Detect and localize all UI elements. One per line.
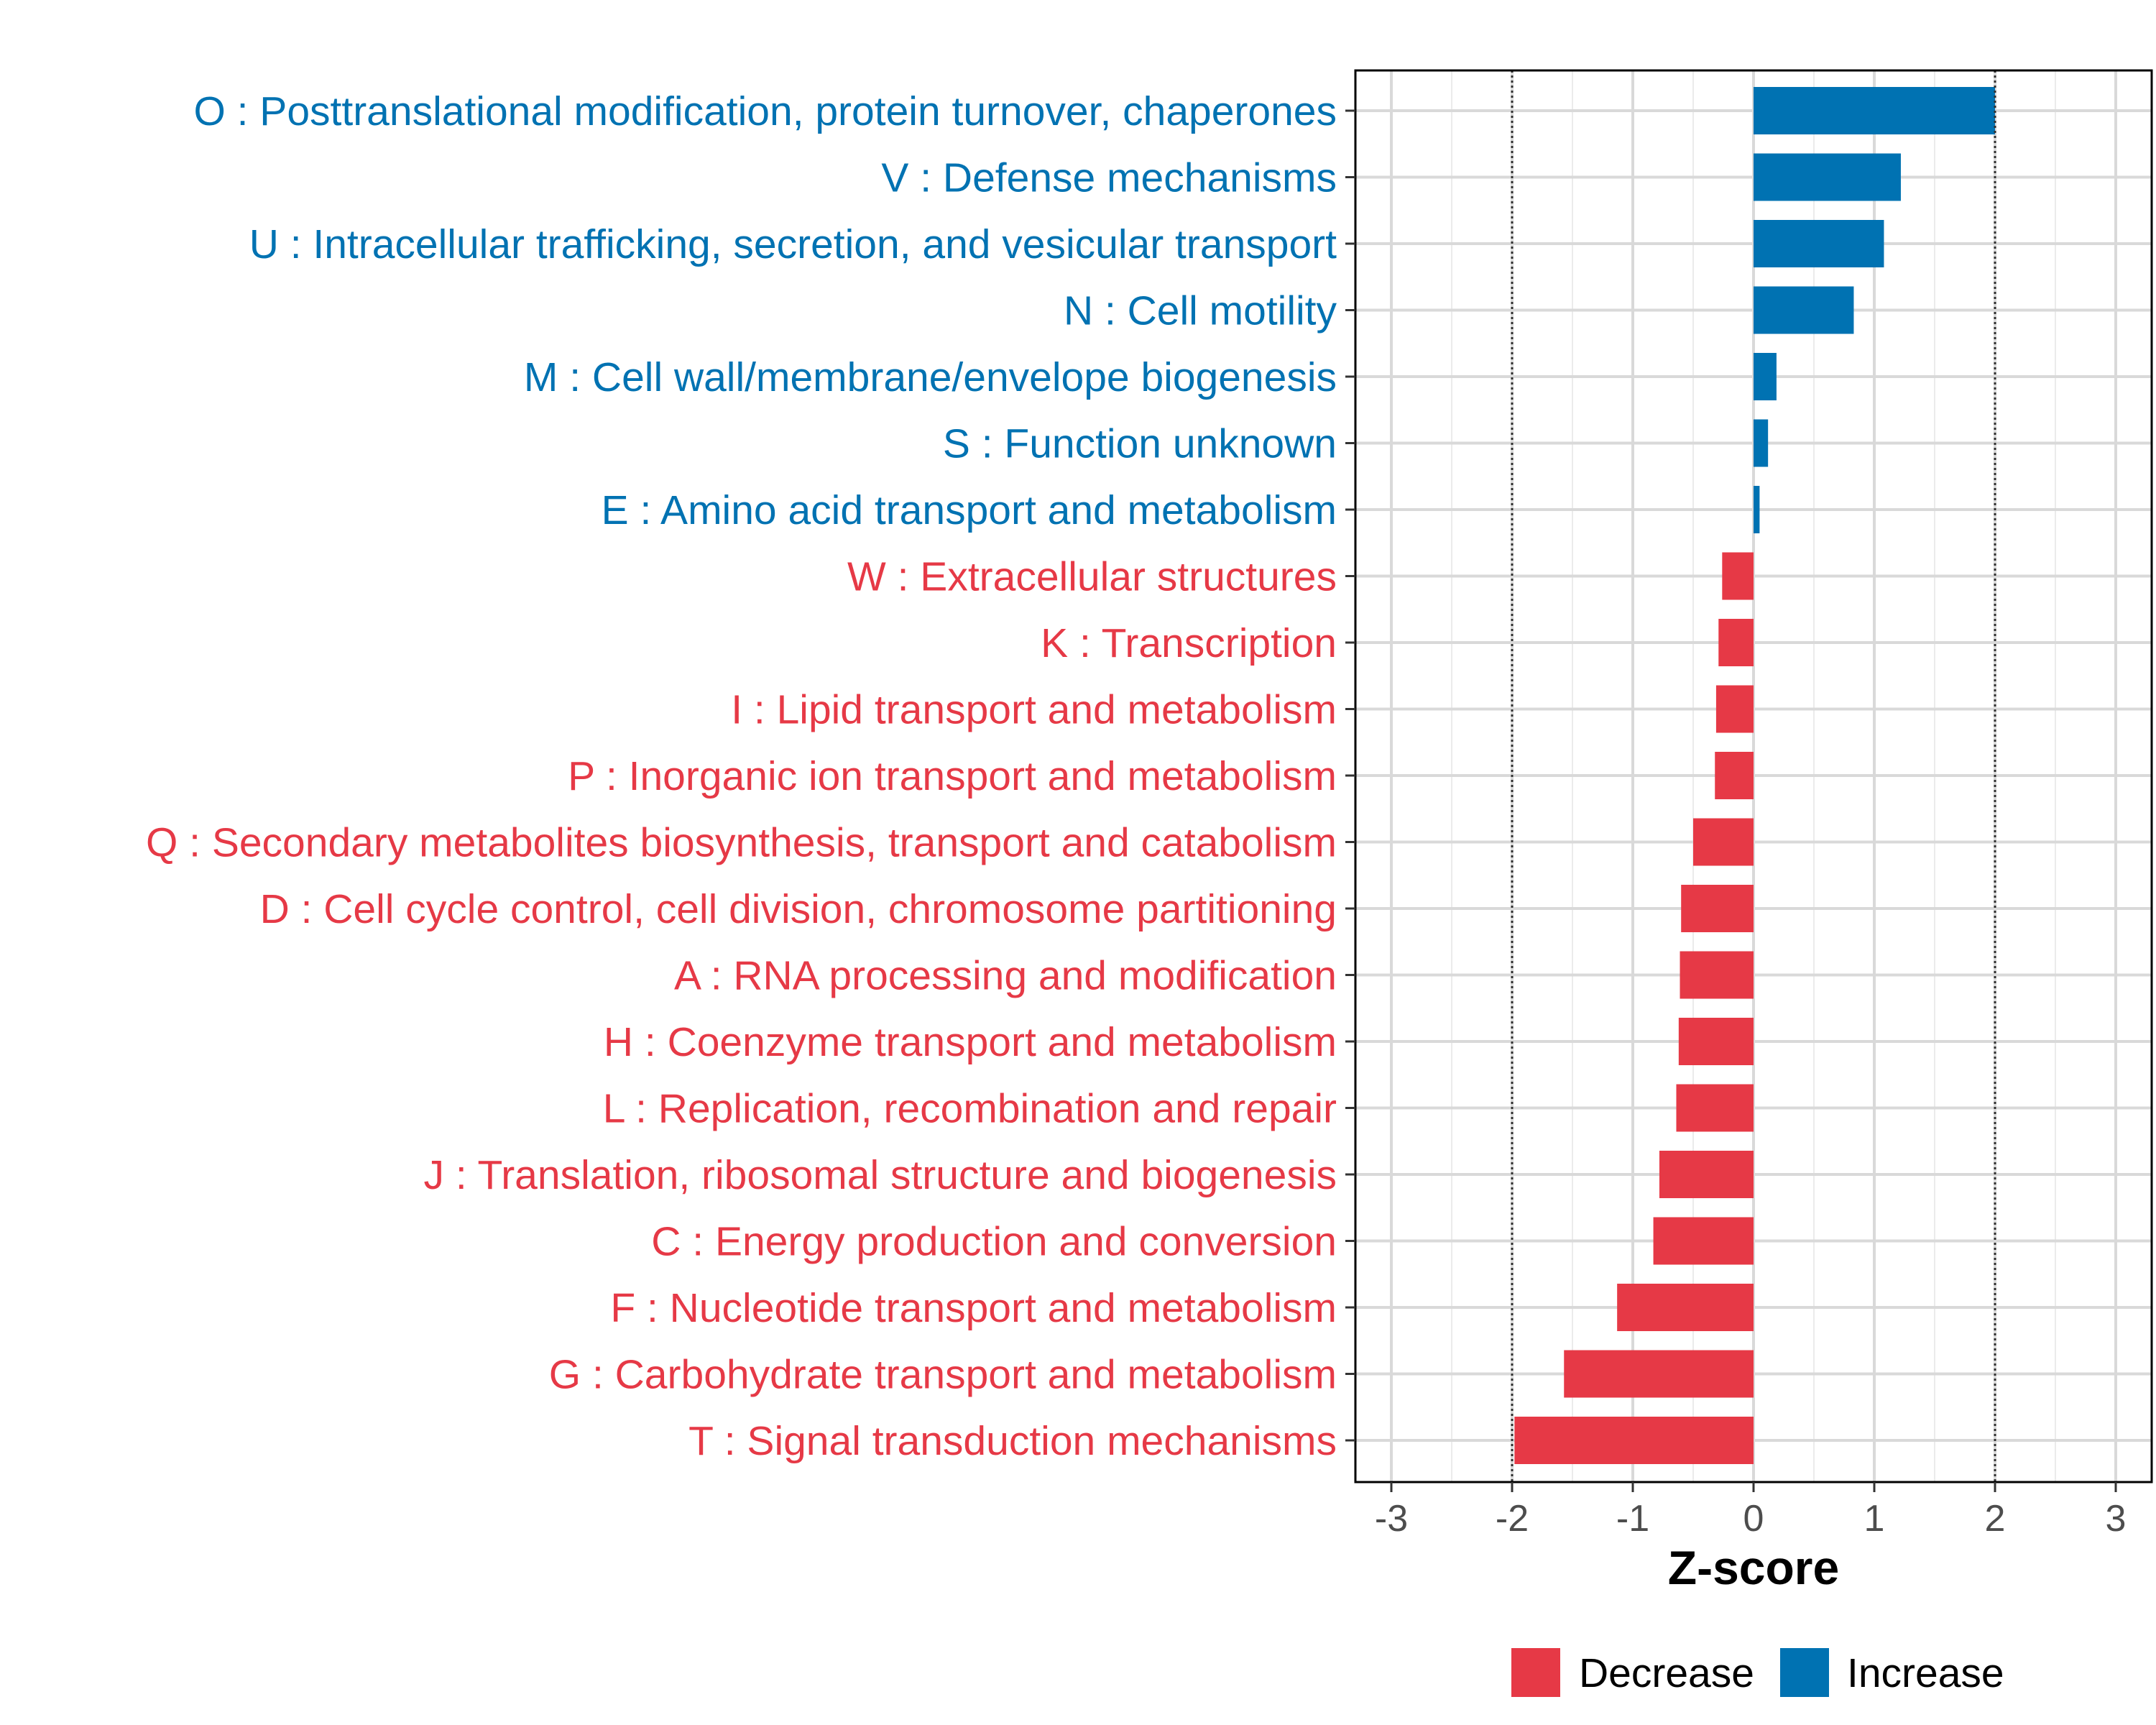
category-label: E : Amino acid transport and metabolism	[602, 487, 1337, 533]
x-tick-label: -3	[1375, 1498, 1408, 1540]
category-label: S : Function unknown	[943, 421, 1337, 467]
bars	[1514, 87, 1995, 1464]
x-tick-label: 0	[1743, 1498, 1764, 1540]
reference-lines	[1511, 70, 1996, 1482]
bar	[1754, 353, 1777, 400]
category-label: P : Inorganic ion transport and metaboli…	[568, 753, 1337, 799]
bar	[1754, 419, 1769, 467]
bar	[1722, 552, 1754, 600]
bar	[1678, 1018, 1754, 1065]
legend-label: Decrease	[1579, 1650, 1754, 1696]
bar	[1754, 153, 1901, 201]
bar	[1754, 286, 1854, 334]
legend-swatch	[1511, 1648, 1560, 1697]
bar	[1754, 220, 1884, 267]
category-label: D : Cell cycle control, cell division, c…	[260, 886, 1337, 932]
category-label: V : Defense mechanisms	[881, 155, 1337, 201]
category-labels: O : Posttranslational modification, prot…	[146, 88, 1337, 1464]
category-label: Q : Secondary metabolites biosynthesis, …	[146, 820, 1337, 866]
category-label: K : Transcription	[1041, 620, 1337, 666]
bar	[1681, 885, 1754, 932]
x-tick-label: -1	[1616, 1498, 1649, 1540]
legend-label: Increase	[1847, 1650, 2004, 1696]
x-axis-title: Z-score	[1668, 1541, 1839, 1594]
bar	[1718, 619, 1754, 666]
x-tick-label: 2	[1985, 1498, 2006, 1540]
bar	[1693, 818, 1754, 866]
bar	[1617, 1284, 1754, 1331]
legend-swatch	[1780, 1648, 1829, 1697]
category-label: T : Signal transduction mechanisms	[688, 1418, 1337, 1464]
category-label: O : Posttranslational modification, prot…	[193, 88, 1337, 134]
category-label: G : Carbohydrate transport and metabolis…	[549, 1352, 1337, 1398]
bar	[1659, 1151, 1754, 1198]
legend: Decrease Increase	[1511, 1648, 2004, 1697]
bar	[1653, 1217, 1754, 1265]
category-label: H : Coenzyme transport and metabolism	[604, 1019, 1337, 1065]
x-tick-label: 1	[1864, 1498, 1885, 1540]
category-label: I : Lipid transport and metabolism	[731, 687, 1337, 733]
category-label: C : Energy production and conversion	[651, 1219, 1337, 1265]
bar	[1514, 1417, 1754, 1464]
bar	[1676, 1084, 1754, 1132]
x-tick-label: 3	[2106, 1498, 2127, 1540]
category-label: N : Cell motility	[1064, 288, 1337, 334]
category-label: A : RNA processing and modification	[674, 953, 1337, 999]
bar	[1754, 87, 1995, 134]
bar	[1754, 486, 1760, 533]
category-label: J : Translation, ribosomal structure and…	[424, 1152, 1337, 1198]
bar	[1680, 951, 1754, 999]
bar	[1715, 685, 1754, 733]
category-label: M : Cell wall/membrane/envelope biogenes…	[524, 354, 1337, 400]
category-label: F : Nucleotide transport and metabolism	[610, 1285, 1337, 1331]
x-axis-ticks: -3 -2 -1 0 1 2 3	[1375, 1482, 2127, 1540]
y-axis-ticks	[1345, 109, 1355, 1442]
bar	[1564, 1350, 1754, 1398]
x-tick-label: -2	[1496, 1498, 1529, 1540]
category-label: U : Intracellular trafficking, secretion…	[249, 221, 1337, 267]
category-label: L : Replication, recombination and repai…	[603, 1086, 1337, 1132]
category-label: W : Extracellular structures	[847, 554, 1337, 600]
bar	[1715, 752, 1754, 799]
